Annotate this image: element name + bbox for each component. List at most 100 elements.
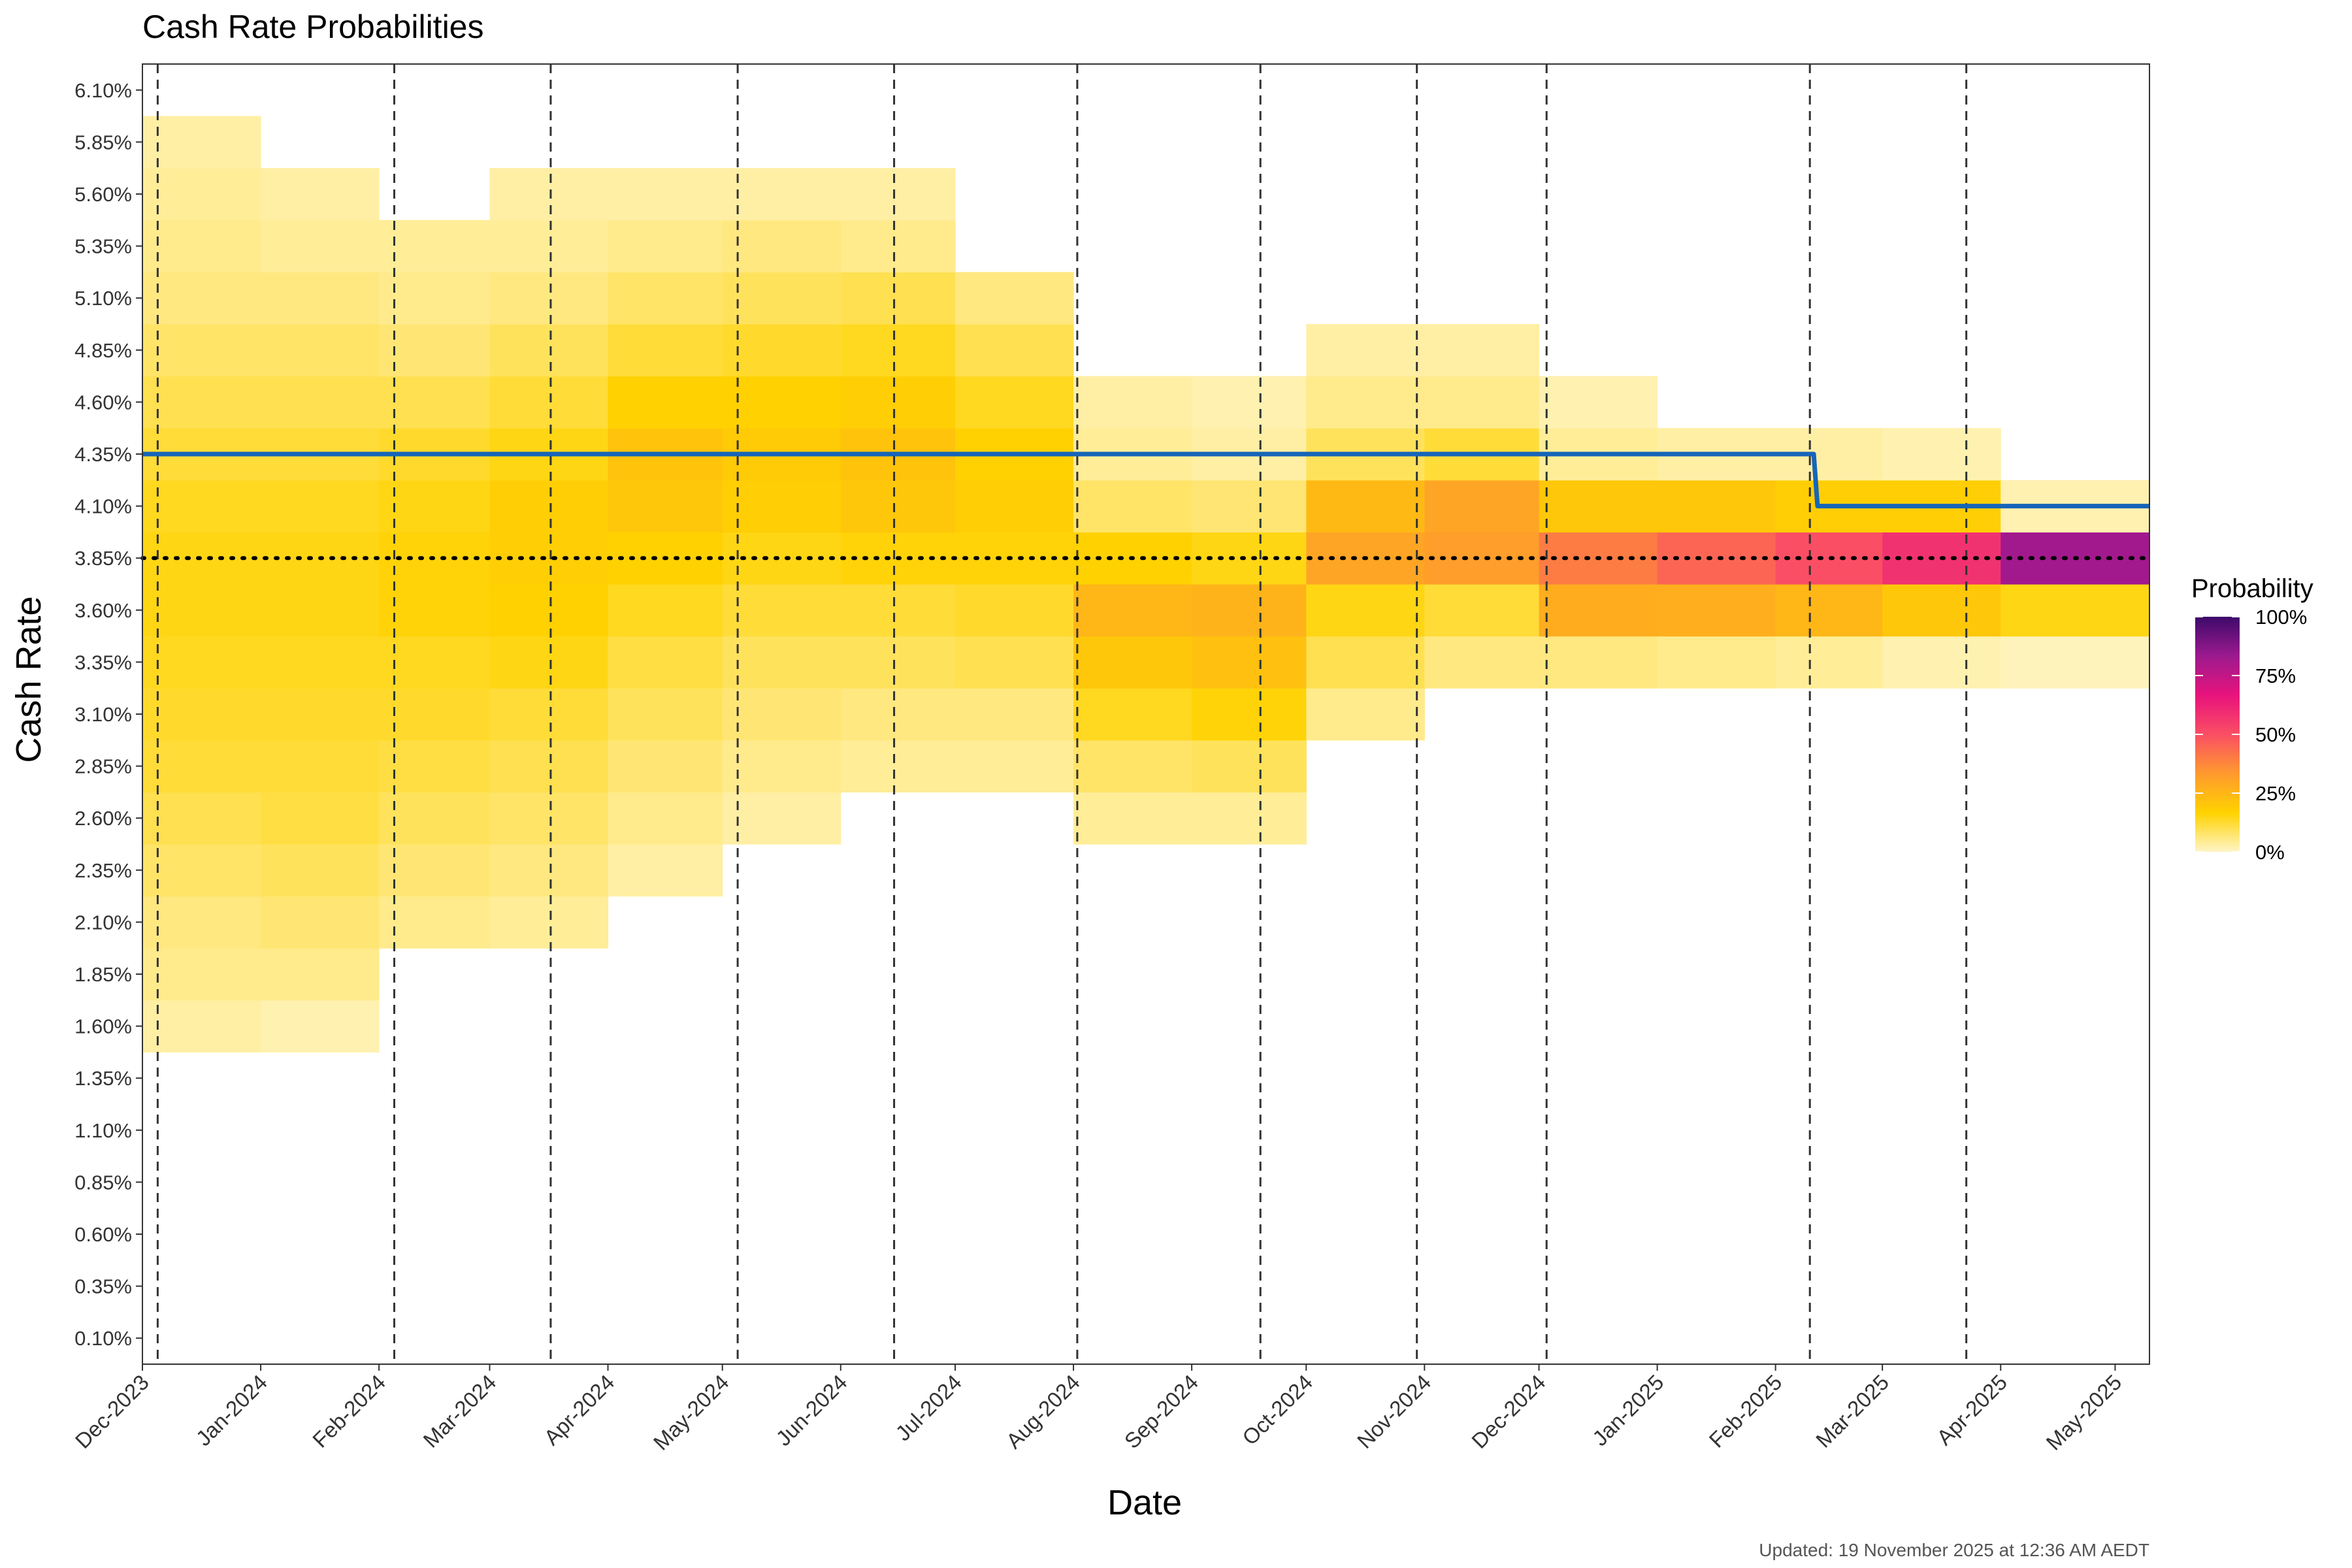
heatmap-cell (142, 584, 261, 637)
heatmap-cell (722, 220, 841, 272)
heatmap-cell (955, 584, 1074, 637)
y-tick-label: 5.10% (74, 287, 132, 310)
heatmap-cell (608, 792, 723, 845)
heatmap-cell (489, 584, 609, 637)
heatmap-cell (489, 324, 609, 377)
heatmap-cell (379, 792, 491, 845)
heatmap-cell (1192, 480, 1307, 532)
legend-tick-label: 75% (2255, 664, 2296, 687)
heatmap-cell (722, 636, 841, 689)
heatmap-cell (608, 688, 723, 741)
heatmap-cell (142, 688, 261, 741)
heatmap-cell (261, 948, 380, 1001)
heatmap-cell (1073, 636, 1192, 689)
heatmap-cell (261, 636, 380, 689)
heatmap-cell (142, 168, 261, 221)
chart-title: Cash Rate Probabilities (142, 8, 484, 45)
heatmap-cell (1306, 376, 1425, 429)
heatmap-cell (608, 272, 723, 325)
heatmap-cell (955, 324, 1074, 377)
legend-tick-label: 25% (2255, 782, 2296, 805)
heatmap-cell (142, 740, 261, 792)
heatmap-cell (142, 844, 261, 897)
heatmap-cell (1073, 740, 1192, 792)
y-tick-label: 6.10% (74, 79, 132, 102)
heatmap-cell (1306, 636, 1425, 689)
heatmap-cell (1424, 324, 1540, 377)
heatmap-cell (840, 376, 956, 429)
heatmap-cell (608, 584, 723, 637)
heatmap-cell (840, 168, 956, 221)
heatmap-cell (1539, 480, 1658, 532)
y-tick-label: 1.60% (74, 1015, 132, 1038)
y-tick-label: 3.10% (74, 703, 132, 726)
heatmap-cell (379, 896, 491, 949)
heatmap-cell (379, 480, 491, 532)
y-tick-label: 2.85% (74, 755, 132, 778)
y-tick-label: 1.35% (74, 1067, 132, 1090)
y-tick-label: 4.60% (74, 391, 132, 414)
heatmap-cell (608, 220, 723, 272)
heatmap-cell (1424, 480, 1540, 532)
y-tick-label: 0.60% (74, 1223, 132, 1246)
heatmap-cell (1424, 584, 1540, 637)
heatmap-cell (1192, 740, 1307, 792)
heatmap-cell (261, 792, 380, 845)
heatmap-cell (142, 1000, 261, 1053)
heatmap-cell (955, 272, 1074, 325)
heatmap-cell (261, 480, 380, 532)
heatmap-cell (1192, 376, 1307, 429)
heatmap-cell (489, 896, 609, 949)
heatmap-cell (722, 792, 841, 845)
heatmap-cell (1073, 584, 1192, 637)
heatmap-cell (142, 324, 261, 377)
y-axis-label: Cash Rate (9, 596, 48, 762)
caption: Updated: 19 November 2025 at 12:36 AM AE… (1759, 1540, 2149, 1560)
y-tick-label: 5.60% (74, 183, 132, 206)
heatmap-cell (840, 688, 956, 741)
heatmap-cell (1192, 792, 1307, 845)
heatmap-cell (1073, 792, 1192, 845)
heatmap-cell (840, 324, 956, 377)
heatmap-cell (1306, 480, 1425, 532)
y-tick-label: 4.10% (74, 495, 132, 518)
heatmap-cell (261, 584, 380, 637)
heatmap-cell (608, 324, 723, 377)
heatmap-cell (608, 480, 723, 532)
heatmap-cell (955, 480, 1074, 532)
y-tick-label: 4.85% (74, 339, 132, 362)
heatmap-cell (1073, 480, 1192, 532)
heatmap-cell (1882, 636, 2001, 689)
heatmap-cell (379, 636, 491, 689)
heatmap-cell (1306, 688, 1425, 741)
heatmap-cell (489, 272, 609, 325)
heatmap-cell (489, 740, 609, 792)
heatmap-cell (840, 636, 956, 689)
heatmap-cell (1775, 584, 1883, 637)
heatmap-cell (379, 376, 491, 429)
heatmap-cell (840, 480, 956, 532)
heatmap-cell (142, 896, 261, 949)
heatmap-cell (1539, 636, 1658, 689)
heatmap-cell (379, 688, 491, 741)
heatmap-cell (379, 844, 491, 897)
legend-title: Probability (2191, 574, 2313, 603)
heatmap-cell (955, 740, 1074, 792)
heatmap-cell (722, 324, 841, 377)
heatmap-cell (840, 220, 956, 272)
heatmap-cell (142, 480, 261, 532)
y-tick-label: 1.85% (74, 963, 132, 986)
heatmap-cell (1073, 376, 1192, 429)
heatmap-cell (379, 272, 491, 325)
heatmap-cell (1192, 636, 1307, 689)
heatmap-cell (379, 324, 491, 377)
heatmap-cell (1882, 584, 2001, 637)
heatmap-cell (1539, 376, 1658, 429)
heatmap-cell (1073, 688, 1192, 741)
rba-meeting-lines (156, 64, 1968, 1364)
heatmap-cell (489, 792, 609, 845)
heatmap-cell (1657, 636, 1776, 689)
heatmap-cell (142, 792, 261, 845)
y-tick-label: 2.35% (74, 859, 132, 882)
heatmap-cell (608, 740, 723, 792)
